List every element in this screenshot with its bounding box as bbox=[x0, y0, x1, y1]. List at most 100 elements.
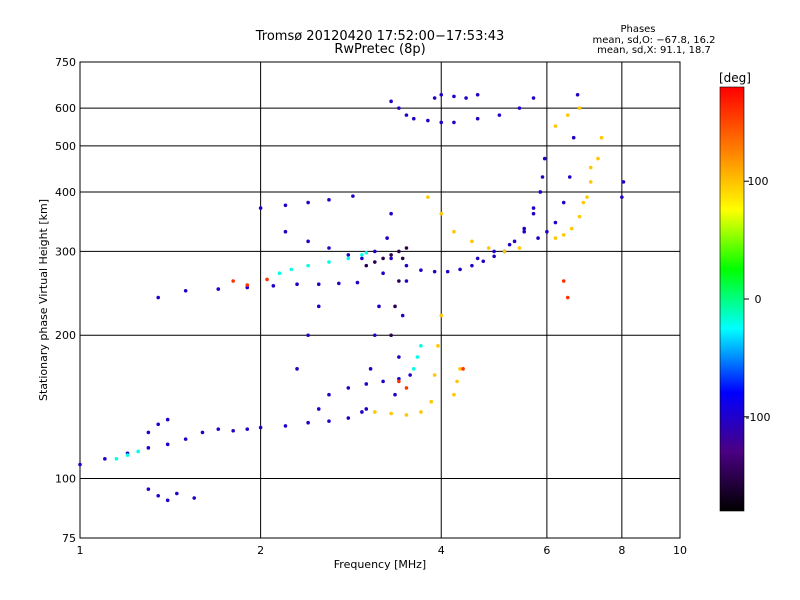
data-point bbox=[540, 175, 545, 179]
data-point bbox=[475, 92, 480, 97]
data-point bbox=[346, 256, 351, 261]
data-point bbox=[183, 288, 188, 293]
data-point bbox=[536, 236, 540, 240]
data-point bbox=[271, 284, 276, 288]
data-point bbox=[397, 279, 401, 283]
y-tick-label: 400 bbox=[55, 186, 76, 199]
data-point bbox=[522, 226, 527, 231]
data-point bbox=[373, 249, 377, 254]
data-point bbox=[368, 367, 373, 371]
data-point bbox=[373, 260, 377, 264]
colorbar-tick-label: -100 bbox=[746, 411, 771, 424]
data-point bbox=[432, 373, 437, 377]
stats-line-x: mean, sd,X: 91.1, 18.7 bbox=[597, 45, 711, 56]
data-point bbox=[136, 449, 140, 454]
data-point bbox=[432, 269, 437, 274]
data-point bbox=[327, 198, 331, 202]
data-point bbox=[486, 246, 491, 250]
data-point bbox=[156, 493, 161, 498]
data-point bbox=[316, 407, 321, 411]
x-axis-label: Frequency [MHz] bbox=[334, 558, 426, 571]
data-point bbox=[389, 211, 393, 216]
data-point bbox=[327, 419, 331, 423]
data-point bbox=[415, 355, 420, 359]
grid bbox=[80, 62, 680, 538]
data-point bbox=[545, 229, 549, 234]
stats-line-o: mean, sd,O: −67.8, 16.2 bbox=[593, 35, 716, 46]
data-point bbox=[397, 106, 401, 110]
data-point bbox=[439, 211, 444, 216]
data-point bbox=[277, 271, 282, 276]
data-point bbox=[283, 229, 288, 234]
phase-stats: Phases mean, sd,O: −67.8, 16.2 mean, sd,… bbox=[593, 24, 716, 56]
data-point bbox=[381, 256, 385, 261]
data-point bbox=[165, 442, 170, 447]
data-point bbox=[360, 410, 364, 414]
data-point bbox=[364, 407, 369, 411]
data-point bbox=[397, 379, 401, 384]
data-point bbox=[393, 392, 397, 397]
data-point bbox=[327, 246, 331, 250]
data-point bbox=[419, 268, 423, 272]
data-point bbox=[289, 267, 294, 272]
x-tick-label: 1 bbox=[77, 544, 84, 557]
data-point bbox=[596, 156, 600, 161]
data-point bbox=[389, 253, 393, 257]
data-point bbox=[522, 229, 527, 234]
data-point bbox=[502, 249, 507, 254]
data-point bbox=[553, 236, 558, 240]
data-point bbox=[306, 200, 310, 205]
data-point bbox=[561, 279, 566, 283]
data-point bbox=[481, 259, 486, 264]
y-axis-label: Stationary phase Virtual Height [km] bbox=[37, 199, 50, 401]
data-point bbox=[377, 304, 381, 309]
data-point bbox=[165, 417, 170, 422]
data-point bbox=[381, 271, 385, 276]
data-point bbox=[561, 200, 566, 205]
data-point bbox=[146, 487, 151, 491]
data-point bbox=[419, 410, 423, 414]
data-point bbox=[346, 416, 351, 420]
data-point bbox=[585, 195, 589, 199]
data-point bbox=[565, 113, 570, 117]
data-point bbox=[283, 424, 288, 428]
y-tick-label: 600 bbox=[55, 102, 76, 115]
data-point bbox=[575, 92, 580, 97]
data-point bbox=[538, 190, 543, 194]
data-point bbox=[531, 206, 536, 210]
data-point bbox=[497, 113, 502, 117]
data-points bbox=[78, 92, 626, 503]
data-point bbox=[360, 253, 364, 257]
data-point bbox=[458, 267, 462, 272]
data-point bbox=[581, 200, 586, 205]
data-point bbox=[364, 251, 369, 255]
data-point bbox=[165, 498, 170, 503]
data-point bbox=[517, 246, 522, 250]
data-point bbox=[408, 373, 412, 377]
data-point bbox=[452, 120, 456, 125]
colorbar-gradient bbox=[719, 86, 745, 512]
data-point bbox=[588, 180, 593, 184]
data-point bbox=[464, 96, 468, 100]
y-tick-label: 200 bbox=[55, 329, 76, 342]
y-tick-label: 75 bbox=[62, 532, 76, 545]
data-point bbox=[389, 99, 393, 104]
data-point bbox=[306, 263, 310, 268]
colorbar-ticks: 100 0 -100 bbox=[744, 175, 770, 424]
data-point bbox=[156, 422, 161, 427]
data-point bbox=[404, 263, 409, 268]
y-tick-label: 100 bbox=[55, 473, 76, 486]
data-point bbox=[439, 313, 444, 318]
data-point bbox=[373, 410, 377, 414]
data-point bbox=[389, 411, 393, 416]
data-point bbox=[393, 304, 397, 309]
data-point bbox=[439, 120, 444, 125]
data-point bbox=[553, 220, 558, 225]
data-point bbox=[125, 453, 130, 457]
data-point bbox=[283, 203, 288, 208]
data-point bbox=[397, 377, 401, 381]
data-point bbox=[216, 427, 221, 431]
data-point bbox=[200, 430, 205, 435]
x-tick-label: 4 bbox=[438, 544, 445, 557]
colorbar-tick-label: 100 bbox=[748, 175, 769, 188]
